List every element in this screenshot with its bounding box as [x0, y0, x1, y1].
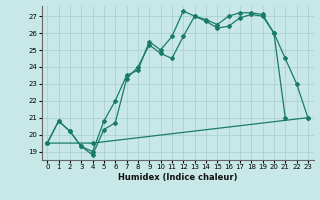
X-axis label: Humidex (Indice chaleur): Humidex (Indice chaleur)	[118, 173, 237, 182]
